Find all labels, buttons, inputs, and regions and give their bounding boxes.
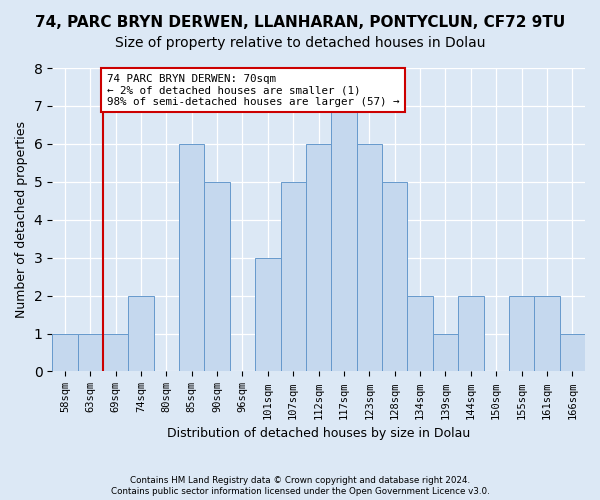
Bar — [52, 334, 77, 372]
Text: Size of property relative to detached houses in Dolau: Size of property relative to detached ho… — [115, 36, 485, 51]
Text: Contains public sector information licensed under the Open Government Licence v3: Contains public sector information licen… — [110, 487, 490, 496]
Bar — [560, 334, 585, 372]
Bar — [128, 296, 154, 372]
Bar — [331, 106, 356, 372]
Text: 74, PARC BRYN DERWEN, LLANHARAN, PONTYCLUN, CF72 9TU: 74, PARC BRYN DERWEN, LLANHARAN, PONTYCL… — [35, 15, 565, 30]
Bar — [509, 296, 534, 372]
Bar — [306, 144, 331, 372]
Bar — [103, 334, 128, 372]
Bar — [458, 296, 484, 372]
Bar — [77, 334, 103, 372]
Bar — [433, 334, 458, 372]
Bar — [281, 182, 306, 372]
Bar — [382, 182, 407, 372]
Text: 74 PARC BRYN DERWEN: 70sqm
← 2% of detached houses are smaller (1)
98% of semi-d: 74 PARC BRYN DERWEN: 70sqm ← 2% of detac… — [107, 74, 399, 107]
Text: Contains HM Land Registry data © Crown copyright and database right 2024.: Contains HM Land Registry data © Crown c… — [130, 476, 470, 485]
Bar — [407, 296, 433, 372]
Bar — [356, 144, 382, 372]
Y-axis label: Number of detached properties: Number of detached properties — [15, 121, 28, 318]
Bar — [179, 144, 205, 372]
X-axis label: Distribution of detached houses by size in Dolau: Distribution of detached houses by size … — [167, 427, 470, 440]
Bar — [255, 258, 281, 372]
Bar — [205, 182, 230, 372]
Bar — [534, 296, 560, 372]
